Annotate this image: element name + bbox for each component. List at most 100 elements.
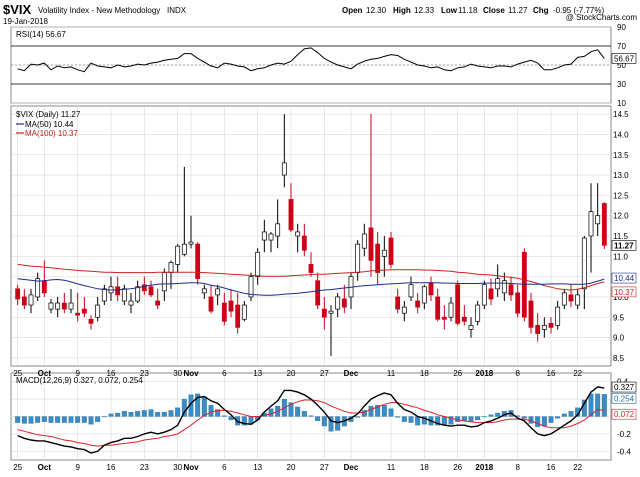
candle-body [315, 280, 321, 306]
x-label-macd: Dec [344, 463, 359, 472]
macd-histogram-bar [448, 416, 454, 425]
candle-body [195, 243, 201, 280]
high-label: High [393, 6, 411, 15]
macd-histogram-bar [88, 416, 94, 425]
x-label-macd: 20 [287, 463, 296, 472]
x-label-macd: 27 [320, 463, 329, 472]
macd-histogram-bar [441, 416, 447, 426]
candle-body [328, 310, 334, 314]
candle-body [568, 294, 574, 302]
x-label-price: 18 [420, 369, 429, 378]
macd-histogram-bar [475, 416, 481, 421]
x-label-price: 23 [140, 369, 149, 378]
price-value-label: 11.27 [614, 241, 634, 250]
x-label-macd: 6 [222, 463, 227, 472]
price-tick-label: 9.0 [613, 334, 625, 343]
macd-histogram-bar [481, 416, 487, 418]
macd-histogram-bar [155, 411, 161, 417]
price-tick-label: 10.0 [613, 293, 629, 302]
candle-body [501, 280, 507, 294]
candle-body [128, 300, 134, 306]
candle-body [541, 325, 547, 330]
price-legend: $VIX (Daily) 11.27 MA(50) 10.44 MA(100) … [16, 110, 81, 138]
macd-histogram-bar [148, 409, 154, 417]
macd-histogram-bar [335, 416, 341, 431]
candle-body [288, 199, 294, 231]
candle-body [375, 243, 381, 273]
candle-body [361, 233, 367, 249]
candle-body [428, 282, 434, 296]
candle-body [261, 231, 267, 241]
macd-histogram-bar [415, 416, 421, 426]
macd-legend: MACD(12,26,9) 0.327, 0.072, 0.254 [16, 376, 143, 385]
macd-histogram-bar [268, 408, 274, 417]
candle-body [415, 300, 421, 308]
x-label-price: Oct [38, 369, 52, 378]
price-tick-label: 14.0 [613, 130, 629, 139]
x-label-price: 11 [387, 369, 396, 378]
candle-body [355, 243, 361, 273]
ma50-line [17, 278, 605, 296]
macd-histogram-bar [128, 411, 134, 417]
x-label-price: 9 [75, 369, 80, 378]
x-label-price: 16 [547, 369, 556, 378]
candle-body [141, 284, 147, 292]
x-label-price: 27 [320, 369, 329, 378]
x-label-price: 22 [573, 369, 582, 378]
macd-histogram-bar [541, 416, 547, 427]
candle-body [468, 325, 474, 330]
price-legend-main: $VIX (Daily) 11.27 [16, 110, 81, 119]
candle-body [421, 286, 427, 304]
macd-histogram-bar [588, 393, 594, 417]
candle-body [161, 272, 167, 292]
watermark: @ StockCharts.com [566, 13, 638, 22]
candle-body [388, 237, 394, 265]
candle-body [308, 264, 314, 273]
price-series: 11.27 10.44 10.37 [15, 114, 637, 356]
x-label-macd: 16 [107, 463, 116, 472]
candle-body [275, 223, 281, 237]
candle-body [188, 241, 194, 245]
price-tick-label: 11.5 [613, 232, 629, 241]
rsi-tick-label: 30 [617, 80, 626, 89]
low-value: 11.18 [458, 6, 478, 15]
candle-body [221, 302, 227, 322]
macd-histogram-bar [135, 411, 141, 417]
price-legend-ma50: MA(50) 10.44 [25, 120, 74, 129]
macd-histogram-bar [435, 416, 441, 426]
candle-body [575, 294, 581, 306]
macd-histogram-bar [121, 411, 127, 417]
price-tick-label: 11.0 [613, 252, 629, 261]
x-label-price: 2018 [475, 369, 493, 378]
x-label-price: 6 [222, 369, 227, 378]
x-label-macd: 18 [420, 463, 429, 472]
x-label-price: Nov [183, 369, 199, 378]
macd-series: 0.327 0.254 0.072 [15, 381, 637, 454]
open-value: 12.30 [366, 6, 387, 15]
rsi-tick-label: 70 [617, 42, 626, 51]
candle-body [21, 296, 27, 306]
macd-histogram-bar [488, 414, 494, 417]
macd-histogram-bar [101, 416, 107, 418]
candle-body [235, 304, 241, 328]
macd-tick-label: -0.2 [617, 430, 631, 439]
macd-histogram-bar [228, 416, 234, 421]
open-label: Open [342, 6, 363, 15]
macd-histogram-bar [401, 416, 407, 422]
macd-histogram-bar [28, 416, 34, 424]
macd-value-box [611, 393, 637, 404]
candle-body [395, 296, 401, 310]
x-label-macd: 30 [173, 463, 182, 472]
macd-value-label: 0.072 [614, 410, 635, 419]
macd-histogram-bar [15, 416, 21, 423]
macd-tick-label: -0.4 [617, 447, 631, 456]
chg-label: Chg [533, 6, 549, 15]
candle-body [495, 278, 501, 290]
candle-body [401, 306, 407, 314]
candle-body [248, 276, 254, 298]
macd-histogram-bar [368, 405, 374, 417]
candle-body [28, 294, 34, 306]
candle-body [535, 325, 541, 334]
candle-body [341, 298, 347, 308]
